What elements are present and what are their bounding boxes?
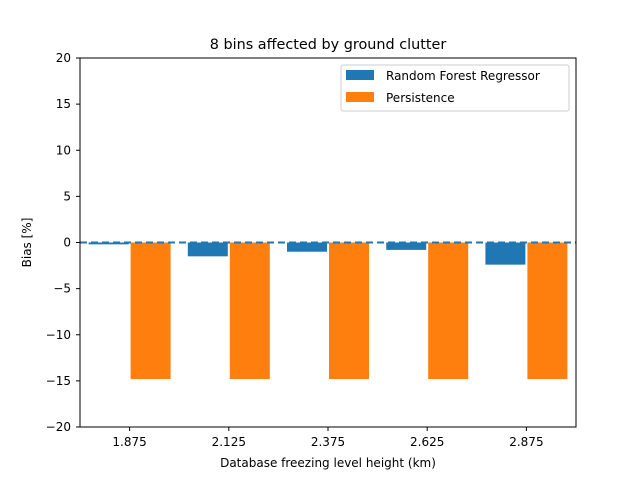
legend-frame: [340, 64, 570, 112]
bar-persistence-2: [329, 242, 369, 380]
bar-persistence-1: [229, 242, 270, 380]
x-axis: 1.875 2.125 2.375 2.625 2.875: [112, 427, 544, 449]
bar-persistence-0: [130, 242, 171, 380]
y-axis-label: Bias [%]: [20, 218, 34, 268]
y-tick-label: 0: [63, 236, 71, 250]
bar-random-forest-3: [386, 242, 427, 250]
y-tick-label: 15: [56, 97, 71, 111]
y-tick-label: −10: [46, 328, 71, 342]
chart-title: 8 bins affected by ground clutter: [210, 37, 447, 53]
bar-random-forest-2: [287, 242, 327, 252]
bar-random-forest-4: [485, 242, 526, 265]
legend-label-random-forest: Random Forest Regressor: [386, 69, 540, 83]
x-tick-label: 2.375: [311, 435, 345, 449]
y-axis: −20 −15 −10 −5 0 5 10 15 20: [46, 51, 80, 434]
x-tick-label: 1.875: [112, 435, 146, 449]
legend-swatch-persistence: [346, 92, 374, 102]
legend: Random Forest Regressor Persistence: [340, 64, 570, 112]
y-tick-label: −5: [53, 282, 71, 296]
bar-persistence-3: [428, 242, 469, 380]
legend-label-persistence: Persistence: [386, 91, 455, 105]
y-tick-label: 5: [63, 189, 71, 203]
x-tick-label: 2.125: [212, 435, 246, 449]
y-tick-label: 20: [56, 51, 71, 65]
x-axis-label: Database freezing level height (km): [220, 456, 436, 470]
x-tick-label: 2.625: [410, 435, 444, 449]
legend-swatch-random-forest: [346, 70, 374, 80]
x-tick-label: 2.875: [509, 435, 543, 449]
y-tick-label: −20: [46, 420, 71, 434]
bar-persistence-4: [527, 242, 568, 380]
y-tick-label: −15: [46, 374, 71, 388]
y-tick-label: 10: [56, 143, 71, 157]
bar-random-forest-1: [187, 242, 228, 257]
bars-group: [88, 242, 568, 380]
